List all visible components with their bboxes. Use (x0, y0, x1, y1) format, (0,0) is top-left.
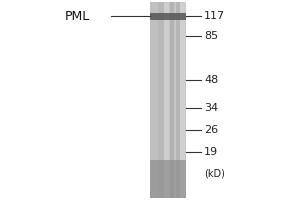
Text: 117: 117 (204, 11, 225, 21)
Bar (150, 2, 186, 198)
Text: 26: 26 (204, 125, 218, 135)
Bar (170, 2, 174, 198)
Text: 48: 48 (204, 75, 218, 85)
Bar (150, 2, 158, 198)
Bar (180, 2, 184, 198)
Bar (176, 2, 180, 198)
Bar (169, 2, 175, 198)
Bar (150, 12, 186, 20)
Bar (150, 160, 186, 198)
Bar (184, 2, 186, 198)
Text: PML: PML (65, 9, 90, 22)
Text: 85: 85 (204, 31, 218, 41)
Bar (164, 2, 169, 198)
Text: (kD): (kD) (204, 169, 225, 179)
Text: 34: 34 (204, 103, 218, 113)
Bar (158, 2, 164, 198)
Text: 19: 19 (204, 147, 218, 157)
